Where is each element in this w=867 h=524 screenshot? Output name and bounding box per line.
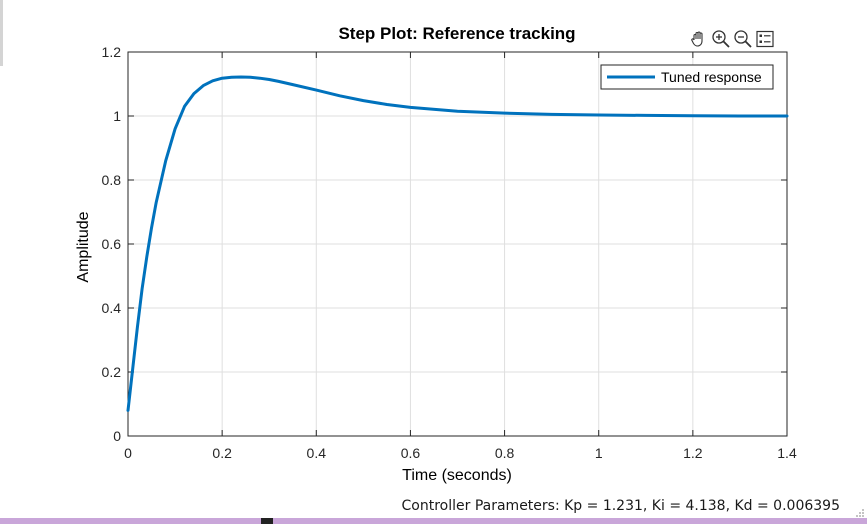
- y-tick-label: 0.2: [102, 364, 122, 380]
- x-tick-label: 1.2: [683, 445, 703, 461]
- y-tick-label: 1: [113, 108, 121, 124]
- x-tick-label: 1.4: [777, 445, 797, 461]
- series-line-tuned-response: [126, 75, 789, 412]
- series-layer: [126, 75, 789, 412]
- taskbar-strip: [0, 518, 867, 524]
- x-tick-label: 0.8: [495, 445, 515, 461]
- chart-title: Step Plot: Reference tracking: [338, 24, 575, 43]
- y-tick-label: 0.8: [102, 172, 122, 188]
- pan-icon: [691, 31, 703, 47]
- y-axis-label: Amplitude: [75, 211, 92, 282]
- taskbar-indicator: [261, 518, 273, 524]
- zoom-out-icon: [734, 30, 752, 48]
- x-tick-label: 0.6: [401, 445, 421, 461]
- axes-toolbar: [689, 27, 775, 51]
- zoom-in-icon: [712, 30, 730, 48]
- x-tick-label: 0.4: [307, 445, 327, 461]
- y-tick-label: 0: [113, 428, 121, 444]
- legend-toggle-icon: [756, 30, 774, 48]
- resize-grip-icon[interactable]: [853, 508, 865, 518]
- grid: [127, 51, 788, 437]
- ticks: 0 0.2 0.4 0.6 0.8 1 1.2 1.4 0 0.2 0.4 0.6 0.8 1 1.2: [102, 44, 797, 461]
- controller-parameters-status: Controller Parameters: Kp = 1.231, Ki = …: [401, 498, 840, 514]
- x-tick-label: 1: [595, 445, 603, 461]
- legend[interactable]: Tuned response: [600, 64, 774, 90]
- y-tick-label: 0.4: [102, 300, 122, 316]
- x-axis-label: Time (seconds): [402, 467, 512, 484]
- y-tick-label: 0.6: [102, 236, 122, 252]
- zoom-in-button[interactable]: [711, 29, 731, 49]
- pan-button[interactable]: [689, 29, 709, 49]
- zoom-out-button[interactable]: [733, 29, 753, 49]
- legend-label: Tuned response: [661, 69, 762, 85]
- x-tick-label: 0.2: [212, 445, 232, 461]
- x-tick-label: 0: [124, 445, 132, 461]
- legend-toggle-button[interactable]: [755, 29, 775, 49]
- y-tick-label: 1.2: [102, 44, 122, 60]
- window-edge: [0, 0, 3, 66]
